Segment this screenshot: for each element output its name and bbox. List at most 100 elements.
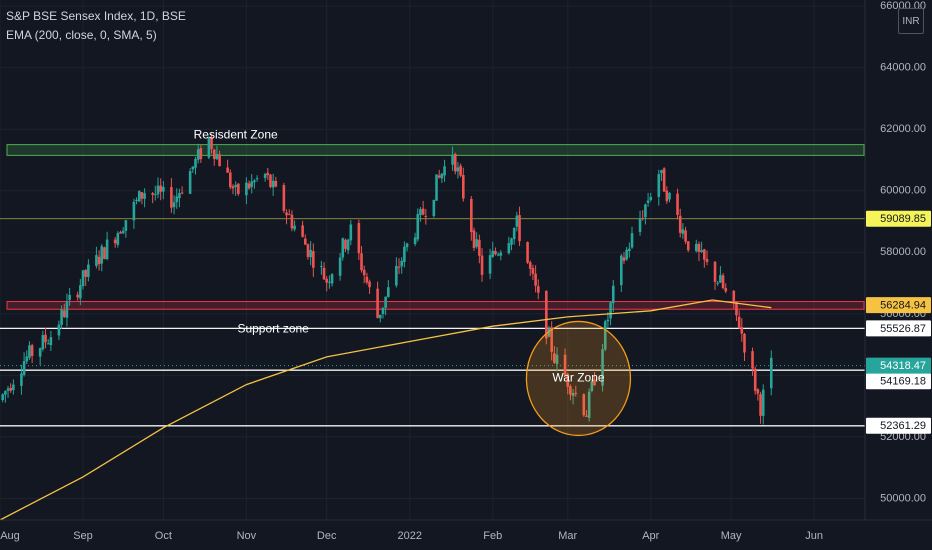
candle-body <box>751 351 754 369</box>
candle-body <box>665 190 669 202</box>
resistant-zone-band <box>6 144 865 156</box>
candle-body <box>269 174 272 187</box>
candle-body <box>630 233 634 248</box>
candle-body <box>582 394 586 416</box>
x-tick-label: Jun <box>805 530 823 542</box>
candle-body <box>550 327 553 352</box>
y-tick-label: 60000.00 <box>880 185 926 197</box>
candle-body <box>740 327 744 334</box>
level-badge: 52361.29 <box>880 420 926 432</box>
level-badge: 54169.18 <box>880 376 926 388</box>
candle-body <box>12 384 15 391</box>
candle-body <box>491 250 495 257</box>
ema-line <box>0 299 772 521</box>
candle-body <box>215 154 219 160</box>
candle-body <box>79 285 82 299</box>
candle-body <box>303 238 307 245</box>
candle-body <box>9 387 13 391</box>
candle-body <box>140 192 144 199</box>
candle-body <box>301 225 304 237</box>
candle-body <box>349 224 353 241</box>
candle-body <box>368 281 371 288</box>
x-tick-label: 2022 <box>397 530 421 542</box>
candle-body <box>95 255 98 266</box>
candle-body <box>226 167 229 173</box>
candle-body <box>103 247 106 260</box>
candle-body <box>531 267 535 274</box>
candle-body <box>170 187 173 208</box>
y-tick-label: 52000.00 <box>880 431 926 443</box>
candle-body <box>761 389 765 416</box>
candle-body <box>432 199 436 217</box>
candle-body <box>735 301 738 316</box>
candle-body <box>453 153 457 172</box>
candle-body <box>194 158 197 168</box>
candle-body <box>721 275 725 288</box>
candle-body <box>587 391 591 418</box>
annotation-label: War Zone <box>552 371 605 385</box>
candle-body <box>100 246 104 264</box>
candle-body <box>387 287 390 297</box>
candle-body <box>697 243 701 252</box>
candle-body <box>628 248 631 252</box>
candle-body <box>57 324 61 336</box>
candle-body <box>119 232 122 234</box>
candle-body <box>309 249 312 258</box>
candle-body <box>657 174 661 197</box>
x-tick-label: Oct <box>155 530 172 542</box>
candle-body <box>416 214 420 240</box>
candle-body <box>440 173 444 179</box>
candle-body <box>28 345 31 358</box>
candle-body <box>694 243 698 252</box>
candle-body <box>472 230 476 249</box>
candle-body <box>395 265 398 286</box>
candle-body <box>403 246 406 262</box>
candle-body <box>328 281 331 283</box>
candle-body <box>362 269 366 276</box>
candle-body <box>571 393 575 396</box>
candle-body <box>737 316 741 328</box>
candle-body <box>68 294 71 300</box>
x-tick-label: Nov <box>237 530 257 542</box>
candle-body <box>274 180 278 187</box>
x-tick-label: Aug <box>0 530 20 542</box>
candle-body <box>421 208 425 215</box>
candle-body <box>700 250 703 252</box>
candle-body <box>178 193 181 199</box>
candle-body <box>641 217 645 219</box>
candle-body <box>322 267 326 280</box>
candle-body <box>87 264 90 278</box>
last-price-badge: 54318.47 <box>880 360 926 372</box>
candle-body <box>478 239 481 256</box>
y-tick-label: 66000.00 <box>880 0 926 12</box>
x-tick-label: Apr <box>642 530 659 542</box>
candle-body <box>703 249 706 260</box>
candle-body <box>475 239 478 247</box>
x-tick-label: May <box>721 530 742 542</box>
y-tick-label: 50000.00 <box>880 492 926 504</box>
candle-body <box>574 392 578 394</box>
candle-body <box>496 254 500 256</box>
candle-body <box>210 137 213 149</box>
candle-body <box>237 183 240 194</box>
candle-body <box>62 310 66 317</box>
candle-body <box>30 345 34 357</box>
candle-body <box>188 171 192 194</box>
y-tick-label: 58000.00 <box>880 246 926 258</box>
candle-body <box>381 307 385 314</box>
candle-body <box>180 192 184 194</box>
candle-body <box>512 227 516 240</box>
candle-body <box>365 276 369 283</box>
candle-body <box>175 196 179 203</box>
candle-body <box>1 394 4 401</box>
candle-body <box>625 249 628 260</box>
candle-body <box>282 185 286 211</box>
candle-body <box>81 270 85 287</box>
candle-body <box>266 172 270 176</box>
candle-body <box>346 239 350 251</box>
candle-body <box>686 241 690 251</box>
currency-badge[interactable]: INR <box>898 8 924 34</box>
candle-body <box>84 269 87 277</box>
price-axis-background <box>865 0 932 550</box>
